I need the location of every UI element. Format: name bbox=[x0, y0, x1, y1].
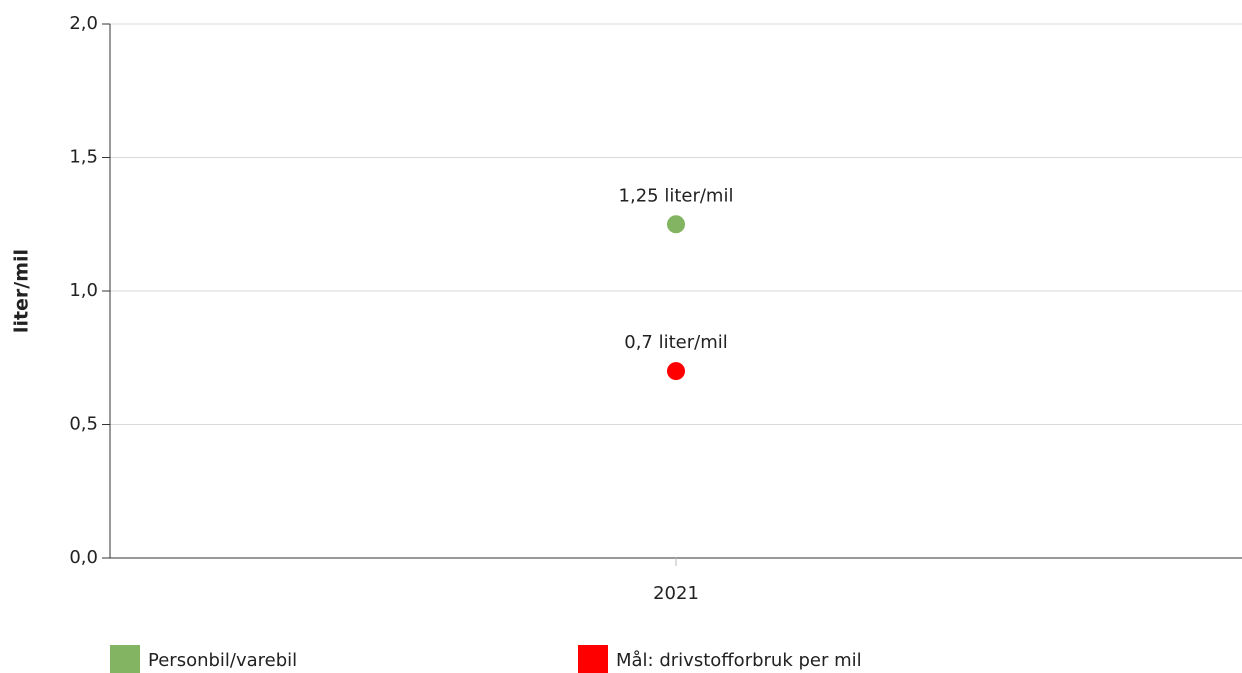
point bbox=[667, 215, 685, 234]
y-tick-label: 1,5 bbox=[69, 147, 98, 168]
y-axis-label: liter/mil bbox=[11, 249, 33, 333]
y-tick-label: 1,0 bbox=[69, 280, 98, 301]
x-tick-label: 2021 bbox=[653, 583, 699, 604]
legend-label: Personbil/varebil bbox=[148, 650, 297, 671]
legend-swatch bbox=[110, 645, 140, 673]
legend-label: Mål: drivstofforbruk per mil bbox=[616, 650, 862, 671]
y-tick-label: 2,0 bbox=[69, 13, 98, 34]
data-label: 1,25 liter/mil bbox=[619, 185, 734, 206]
data-label: 0,7 liter/mil bbox=[624, 332, 727, 353]
legend-swatch bbox=[578, 645, 608, 673]
y-tick-label: 0,5 bbox=[69, 414, 98, 435]
point bbox=[667, 362, 685, 381]
y-tick-label: 0,0 bbox=[69, 547, 98, 568]
